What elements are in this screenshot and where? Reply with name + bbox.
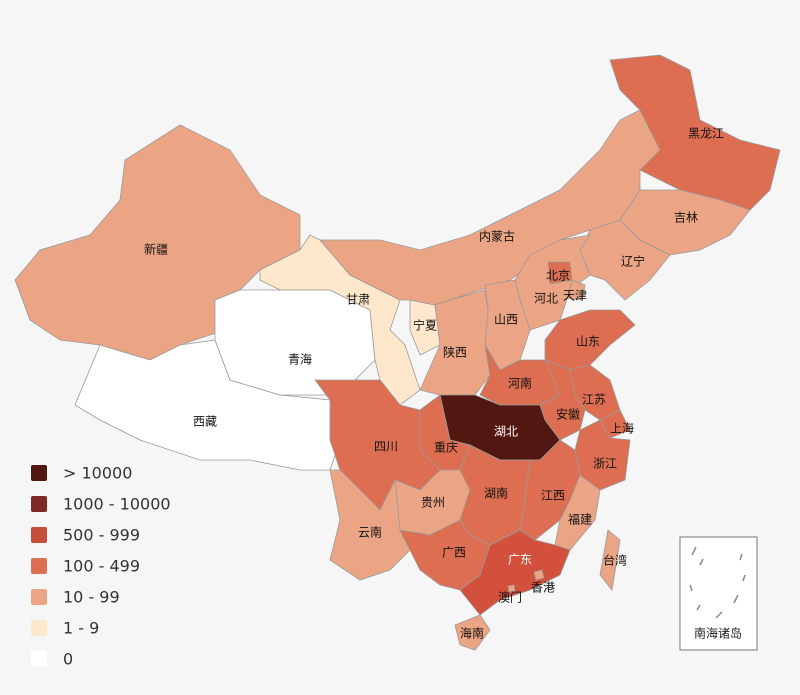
province-label: 上海 bbox=[610, 421, 634, 436]
legend-swatch bbox=[31, 496, 47, 512]
province-label: 浙江 bbox=[593, 457, 617, 471]
province-label: 陕西 bbox=[443, 345, 467, 360]
province-label: 四川 bbox=[374, 440, 398, 454]
province-label: 重庆 bbox=[434, 441, 458, 455]
province-label: 山东 bbox=[576, 335, 600, 349]
province bbox=[539, 359, 586, 441]
province bbox=[599, 529, 621, 591]
legend-label: 1 - 9 bbox=[63, 619, 99, 638]
province bbox=[454, 614, 491, 651]
province-label: 广西 bbox=[442, 546, 466, 560]
province-label: 云南 bbox=[358, 525, 382, 540]
legend-swatch bbox=[31, 465, 47, 481]
province-label: 吉林 bbox=[674, 211, 698, 225]
legend-swatch bbox=[31, 620, 47, 636]
province-label: 海南 bbox=[460, 626, 484, 641]
legend-label: 100 - 499 bbox=[63, 557, 140, 576]
province-label: 天津 bbox=[563, 289, 587, 303]
legend-label: 500 - 999 bbox=[63, 526, 140, 545]
province bbox=[214, 289, 376, 396]
province-label: 澳门 bbox=[498, 590, 522, 605]
province bbox=[459, 529, 571, 616]
inset-label: 南海诸岛 bbox=[694, 626, 742, 641]
province bbox=[507, 584, 516, 593]
province-label: 香港 bbox=[531, 581, 555, 595]
province-label: 台湾 bbox=[603, 553, 627, 568]
legend-label: 10 - 99 bbox=[63, 588, 120, 607]
province bbox=[567, 279, 586, 301]
province-label: 福建 bbox=[568, 512, 592, 527]
legend-swatch bbox=[31, 527, 47, 543]
province-label: 北京 bbox=[546, 269, 570, 283]
province-label: 贵州 bbox=[421, 496, 445, 510]
province bbox=[533, 569, 545, 581]
legend: > 10000 1000 - 10000 500 - 999 100 - 499 10 … bbox=[31, 464, 171, 669]
province-label: 广东 bbox=[508, 553, 532, 567]
legend-label: > 10000 bbox=[63, 464, 132, 483]
inset-box bbox=[679, 536, 758, 651]
legend-swatch bbox=[31, 558, 47, 574]
legend-swatch bbox=[31, 589, 47, 605]
province-label: 内蒙古 bbox=[479, 229, 515, 244]
province-label: 新疆 bbox=[144, 242, 168, 257]
province-label: 辽宁 bbox=[621, 254, 645, 269]
province-label: 宁夏 bbox=[413, 318, 437, 333]
province-label: 安徽 bbox=[556, 407, 580, 422]
province bbox=[544, 309, 636, 371]
province-label: 河南 bbox=[508, 376, 532, 391]
province-label: 河北 bbox=[534, 292, 558, 306]
inset-islands bbox=[689, 546, 746, 619]
province-label: 湖北 bbox=[494, 424, 518, 439]
legend-label: 0 bbox=[63, 650, 73, 669]
province-label: 江苏 bbox=[582, 393, 606, 407]
regions bbox=[14, 54, 781, 651]
province-label: 青海 bbox=[288, 352, 312, 367]
province-label: 湖南 bbox=[484, 486, 508, 501]
south-sea-inset: 南海诸岛 bbox=[679, 536, 758, 651]
province-label: 江西 bbox=[541, 489, 565, 503]
legend-label: 1000 - 10000 bbox=[63, 495, 171, 514]
legend-swatch bbox=[31, 651, 47, 667]
province-label: 山西 bbox=[494, 313, 518, 327]
province-label: 甘肃 bbox=[346, 293, 370, 307]
province-label: 西藏 bbox=[193, 415, 217, 429]
province-label: 黑龙江 bbox=[688, 127, 724, 141]
